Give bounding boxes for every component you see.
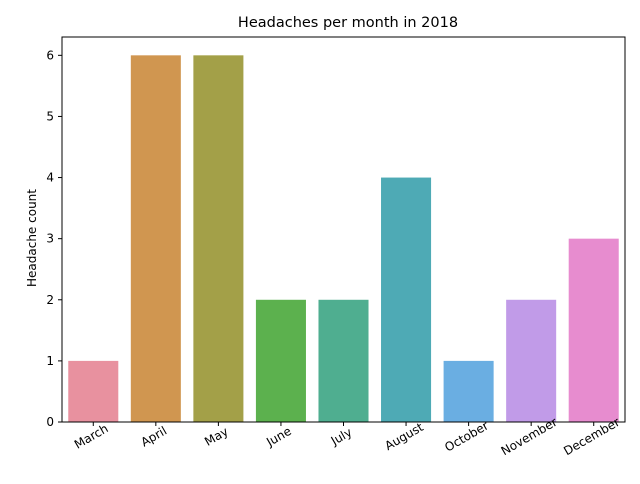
bar-april (130, 55, 181, 422)
bar-may (193, 55, 244, 422)
y-tick-label: 2 (46, 293, 54, 307)
y-tick-label: 4 (46, 171, 54, 185)
bar-march (68, 360, 119, 422)
bar-november (506, 299, 557, 422)
chart-title: Headaches per month in 2018 (238, 15, 458, 31)
y-axis-label: Headache count (25, 189, 39, 287)
x-tick-label: April (138, 424, 169, 450)
x-tick-label: October (442, 418, 491, 454)
x-tick-label: August (382, 420, 426, 453)
y-tick-label: 0 (46, 415, 54, 429)
bar-december (568, 238, 619, 422)
bar-october (443, 360, 494, 422)
bar-july (318, 299, 369, 422)
x-tick-label: March (72, 421, 111, 451)
bar-august (381, 177, 432, 422)
y-tick-label: 6 (46, 48, 54, 62)
bar-june (255, 299, 306, 422)
bars-group (68, 55, 619, 422)
y-tick-label: 1 (46, 354, 54, 368)
x-tick-label: July (328, 425, 355, 448)
y-tick-label: 5 (46, 109, 54, 123)
x-tick-label: May (202, 424, 230, 449)
y-axis: 0 1 2 3 4 5 6 (46, 48, 62, 429)
x-tick-label: June (263, 424, 294, 450)
plot-frame (61, 36, 626, 423)
y-tick-label: 3 (46, 232, 54, 246)
